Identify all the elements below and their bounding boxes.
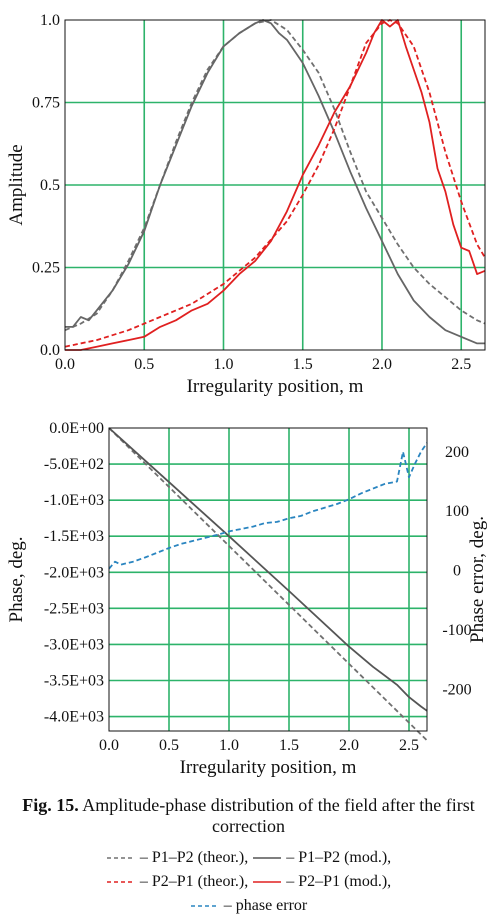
x-tick-label: 0.0	[55, 356, 75, 373]
y-tick-label: -1.0E+03	[44, 492, 104, 509]
y-tick-label: 0.5	[40, 177, 60, 194]
phase-series	[108, 427, 428, 742]
x-tick-label: 2.0	[339, 737, 359, 754]
amplitude-y-axis-label: Amplitude	[6, 144, 27, 225]
x-tick-label: 2.5	[451, 356, 471, 373]
amplitude-chart: 0.0 0.5 1.0 1.5 2.0 2.5 0.0 0.25 0.5 0.75 1.0 Irre…	[6, 12, 486, 397]
legend-label-p1p2-mod: – P1–P2 (mod.),	[286, 849, 392, 866]
phase-tick-labels: 0.0 0.5 1.0 1.5 2.0 2.5 0.0E+00 -5.0E+02 -1.0E+0…	[44, 420, 472, 754]
y-tick-label: -2.0E+03	[44, 564, 104, 581]
figure-caption: Fig. 15. Amplitude-phase distribution of…	[0, 795, 497, 837]
y-tick-label: 0.0	[40, 342, 60, 359]
x-tick-label: 1.5	[279, 737, 299, 754]
figure-label: Fig. 15.	[22, 795, 79, 815]
legend-label-phase-error: – phase error	[223, 897, 308, 914]
legend-label-p2p1-mod: – P2–P1 (mod.),	[286, 873, 392, 890]
y-tick-label: -3.0E+03	[44, 636, 104, 653]
x-tick-label: 2.0	[372, 356, 392, 373]
amplitude-series	[64, 19, 486, 351]
phase-chart: 0.0 0.5 1.0 1.5 2.0 2.5 0.0E+00 -5.0E+02 -1.0E+0…	[6, 420, 488, 778]
amplitude-x-axis-label: Irregularity position, m	[187, 376, 364, 397]
amplitude-plot-frame	[64, 19, 486, 351]
legend-item-phase-error: – phase error	[190, 897, 308, 914]
series-line-p1-p2-theor	[108, 427, 428, 742]
legend-row-1: – P1–P2 (theor.), – P1–P2 (mod.),	[0, 846, 497, 870]
series-line-p2-p1-theor	[64, 19, 486, 348]
y-tick-label: -1.5E+03	[44, 528, 104, 545]
legend-item-p1p2-mod: – P1–P2 (mod.),	[252, 849, 391, 866]
y2-tick-label: -100	[442, 622, 471, 639]
legend-swatch-p1p2-theor	[106, 857, 135, 860]
x-tick-label: 0.0	[99, 737, 119, 754]
series-line-p1-p2-mod	[65, 19, 485, 345]
y2-tick-label: -200	[442, 681, 471, 698]
x-tick-label: 1.5	[293, 356, 313, 373]
y-tick-label: -2.5E+03	[44, 600, 104, 617]
y-tick-label: 0.25	[32, 260, 60, 277]
legend-swatch-p1p2-mod	[253, 857, 282, 860]
x-tick-label: 0.5	[159, 737, 179, 754]
phase-y-axis-label: Phase, deg.	[6, 536, 27, 622]
legend-item-p2p1-mod: – P2–P1 (mod.),	[252, 873, 391, 890]
phase-x-axis-label: Irregularity position, m	[180, 757, 357, 778]
legend-label-p2p1-theor: – P2–P1 (theor.),	[139, 873, 249, 890]
series-line-phase-error	[108, 442, 428, 570]
series-line-p1-p2-mod	[108, 427, 428, 712]
y-tick-label: -4.0E+03	[44, 709, 104, 726]
y-tick-label: -5.0E+02	[44, 456, 104, 473]
amplitude-grid	[65, 20, 485, 350]
legend-item-p2p1-theor: – P2–P1 (theor.),	[106, 873, 252, 890]
series-line-p1-p2-theor	[64, 19, 486, 332]
y-tick-label: -3.5E+03	[44, 673, 104, 690]
x-tick-label: 0.5	[134, 356, 154, 373]
phase-plot-frame	[108, 427, 428, 732]
amplitude-tick-labels: 0.0 0.5 1.0 1.5 2.0 2.5 0.0 0.25 0.5 0.75 1.0	[32, 12, 471, 373]
y-tick-label: 0.0E+00	[49, 420, 104, 437]
legend-swatch-p2p1-theor	[106, 881, 135, 884]
phase-grid	[109, 428, 427, 731]
x-tick-label: 1.0	[213, 356, 233, 373]
y-tick-label: 0.75	[32, 95, 60, 112]
legend-swatch-phase-error	[190, 905, 219, 908]
x-tick-label: 1.0	[219, 737, 239, 754]
legend-row-3: – phase error	[0, 894, 497, 918]
y2-tick-label: 200	[445, 444, 469, 461]
legend-label-p1p2-theor: – P1–P2 (theor.),	[139, 849, 249, 866]
y-tick-label: 1.0	[40, 12, 60, 29]
y2-tick-label: 100	[445, 503, 469, 520]
figure-caption-text: Amplitude-phase distribution of the fiel…	[82, 795, 475, 836]
legend: – P1–P2 (theor.), – P1–P2 (mod.), – P2–P…	[0, 846, 497, 918]
x-tick-label: 2.5	[399, 737, 419, 754]
legend-swatch-p2p1-mod	[253, 881, 282, 884]
series-line-p2-p1-mod	[65, 19, 486, 351]
phase-error-y-axis-label: Phase error, deg.	[467, 516, 488, 643]
y2-tick-label: 0	[453, 563, 461, 580]
legend-row-2: – P2–P1 (theor.), – P2–P1 (mod.),	[0, 870, 497, 894]
legend-item-p1p2-theor: – P1–P2 (theor.),	[106, 849, 252, 866]
